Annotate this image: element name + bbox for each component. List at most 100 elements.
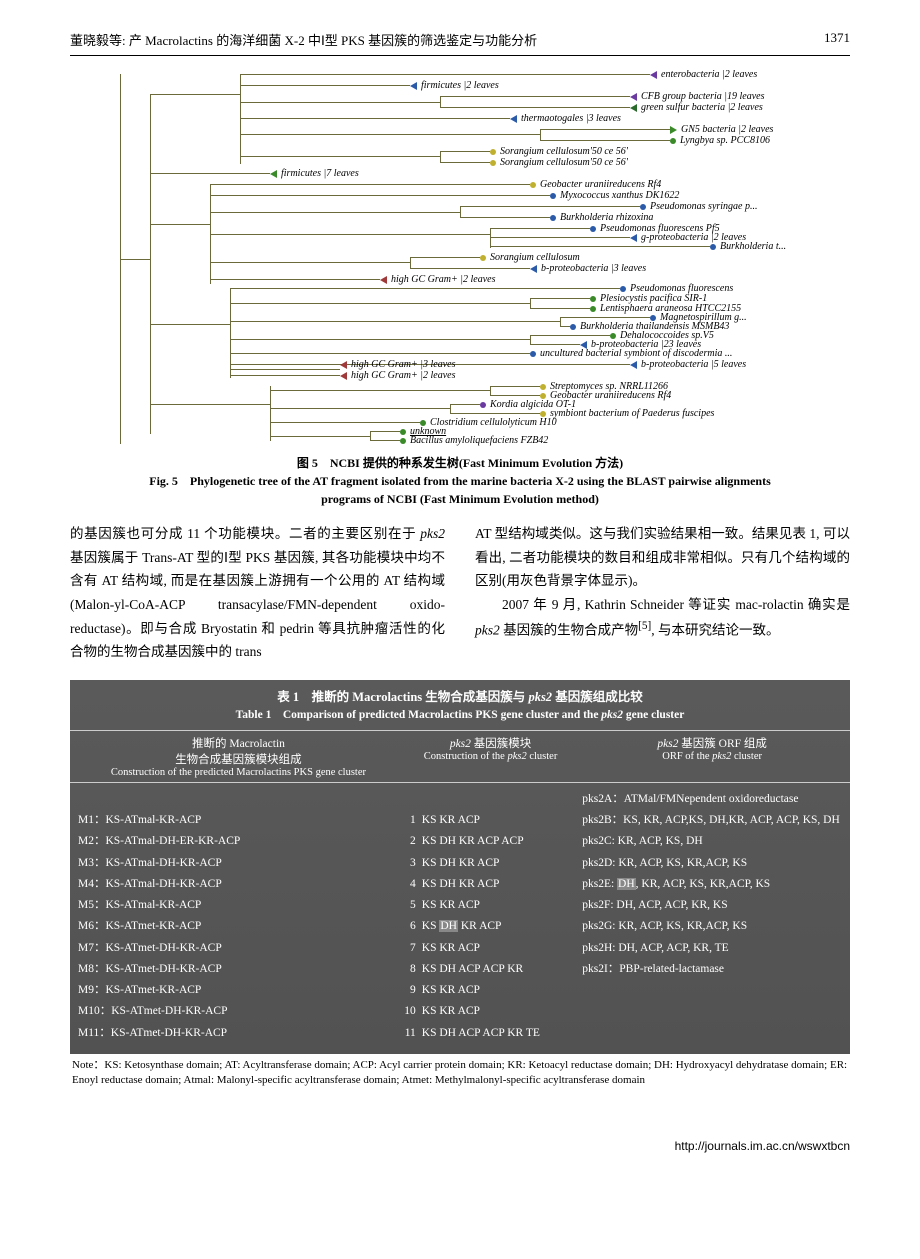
table1-body: pks2A：ATMal/FMNependent oxidoreductaseM1…	[70, 783, 850, 1054]
tree-leaf-label: Clostridium cellulolyticum H10	[430, 417, 557, 428]
tree-marker-icon	[540, 411, 546, 417]
tree-leaf-label: Sorangium cellulosum	[490, 252, 580, 263]
table-row: M8：KS-ATmet-DH-KR-ACP8KS DH ACP ACP KRpk…	[78, 959, 842, 980]
tree-marker-icon	[650, 71, 657, 79]
tree-marker-icon	[630, 361, 637, 369]
tree-leaf: firmicutes |2 leaves	[410, 80, 499, 91]
body-left-col: 的基因簇也可分成 11 个功能模块。二者的主要区别在于 pks2 基因簇属于 T…	[70, 522, 445, 664]
tree-leaf-label: b-proteobacteria |5 leaves	[641, 359, 746, 370]
tree-marker-icon	[420, 420, 426, 426]
tree-leaf: green sulfur bacteria |2 leaves	[630, 102, 763, 113]
tree-marker-icon	[490, 149, 496, 155]
th-c3-cn: pks2 基因簇 ORF 组成	[582, 735, 842, 751]
figure5-caption-en2: programs of NCBI (Fast Minimum Evolution…	[70, 490, 850, 508]
tree-leaf: b-proteobacteria |5 leaves	[630, 359, 746, 370]
tree-marker-icon	[670, 126, 677, 134]
tree-leaf-label: CFB group bacteria |19 leaves	[641, 91, 764, 102]
tree-leaf-label: firmicutes |7 leaves	[281, 168, 359, 179]
tree-marker-icon	[540, 393, 546, 399]
table1-note: Note：KS: Ketosynthase domain; AT: Acyltr…	[70, 1054, 850, 1089]
figure5-caption-cn: 图 5 NCBI 提供的种系发生树(Fast Minimum Evolution…	[70, 454, 850, 472]
tree-leaf-label: Sorangium cellulosum'50 ce 56'	[500, 146, 628, 157]
tree-leaf: Pseudomonas syringae p...	[640, 201, 758, 212]
tree-leaf-label: Sorangium cellulosum'50 ce 56'	[500, 157, 628, 168]
tree-marker-icon	[480, 402, 486, 408]
tree-leaf: firmicutes |7 leaves	[270, 168, 359, 179]
th-c2-cn: pks2 基因簇模块	[399, 735, 582, 751]
tree-marker-icon	[630, 93, 637, 101]
tree-leaf: Lyngbya sp. PCC8106	[670, 135, 770, 146]
tree-marker-icon	[400, 438, 406, 444]
tree-leaf-label: firmicutes |2 leaves	[421, 80, 499, 91]
tree-leaf: uncultured bacterial symbiont of discode…	[530, 348, 732, 359]
tree-marker-icon	[590, 226, 596, 232]
tree-marker-icon	[480, 255, 486, 261]
tree-leaf: Sorangium cellulosum'50 ce 56'	[490, 157, 628, 168]
tree-marker-icon	[410, 82, 417, 90]
tree-marker-icon	[630, 104, 637, 112]
tree-leaf-label: Pseudomonas syringae p...	[650, 201, 758, 212]
tree-marker-icon	[590, 306, 596, 312]
table-row: M4：KS-ATmal-DH-KR-ACP4KS DH KR ACPpks2E:…	[78, 874, 842, 895]
tree-leaf-label: Burkholderia t...	[720, 241, 786, 252]
tree-leaf-label: symbiont bacterium of Paederus fuscipes	[550, 408, 714, 419]
header-left: 董晓毅等: 产 Macrolactins 的海洋细菌 X-2 中Ⅰ型 PKS 基…	[70, 30, 537, 49]
table-row: M11：KS-ATmet-DH-KR-ACP11KS DH ACP ACP KR…	[78, 1023, 842, 1044]
tree-marker-icon	[340, 372, 347, 380]
tree-leaf: Sorangium cellulosum	[480, 252, 580, 263]
table-row: M3：KS-ATmal-DH-KR-ACP3KS DH KR ACPpks2D:…	[78, 853, 842, 874]
tree-marker-icon	[610, 333, 616, 339]
tree-marker-icon	[630, 234, 637, 242]
tree-marker-icon	[710, 244, 716, 250]
page-footer-url: http://journals.im.ac.cn/wswxtbcn	[0, 1109, 920, 1163]
table1-head-c3: pks2 基因簇 ORF 组成 ORF of the pks2 cluster	[582, 735, 842, 778]
tree-marker-icon	[550, 193, 556, 199]
tree-leaf: Bacillus amyloliquefaciens FZB42	[400, 435, 548, 446]
tree-leaf-label: Lyngbya sp. PCC8106	[680, 135, 770, 146]
table1-title: 表 1 推断的 Macrolactins 生物合成基因簇与 pks2 基因簇组成…	[70, 680, 850, 730]
table-row: M6：KS-ATmet-KR-ACP6KS DH KR ACPpks2G: KR…	[78, 916, 842, 937]
table1-head-c2: pks2 基因簇模块 Construction of the pks2 clus…	[399, 735, 582, 778]
header-page-number: 1371	[824, 30, 850, 49]
tree-leaf: b-proteobacteria |3 leaves	[530, 263, 646, 274]
tree-leaf-label: high GC Gram+ |2 leaves	[351, 370, 456, 381]
table-row: M2：KS-ATmal-DH-ER-KR-ACP2KS DH KR ACP AC…	[78, 831, 842, 852]
figure5-caption-en1: Fig. 5 Phylogenetic tree of the AT fragm…	[70, 472, 850, 490]
tree-leaf-label: thermaotogales |3 leaves	[521, 113, 621, 124]
body-right-p1: AT 型结构域类似。这与我们实验结果相一致。结果见表 1, 可以看出, 二者功能…	[475, 522, 850, 593]
table1-title-cn: 表 1 推断的 Macrolactins 生物合成基因簇与 pks2 基因簇组成…	[76, 688, 844, 707]
th-c3-en: ORF of the pks2 cluster	[582, 751, 842, 762]
table-row: M10：KS-ATmet-DH-KR-ACP10KS KR ACP	[78, 1001, 842, 1022]
tree-leaf-label: high GC Gram+ |2 leaves	[391, 274, 496, 285]
tree-marker-icon	[270, 170, 277, 178]
table1-title-en: Table 1 Comparison of predicted Macrolac…	[76, 707, 844, 724]
tree-leaf-label: Myxococcus xanthus DK1622	[560, 190, 679, 201]
table1-head: 推断的 Macrolactin 生物合成基因簇模块组成 Construction…	[70, 730, 850, 783]
tree-leaf: symbiont bacterium of Paederus fuscipes	[540, 408, 714, 419]
tree-leaf-label: enterobacteria |2 leaves	[661, 69, 757, 80]
tree-leaf-label: high GC Gram+ |3 leaves	[351, 359, 456, 370]
table-row: M7：KS-ATmet-DH-KR-ACP7KS KR ACPpks2H: DH…	[78, 938, 842, 959]
tree-leaf: Burkholderia t...	[710, 241, 786, 252]
tree-marker-icon	[570, 324, 576, 330]
tree-leaf-label: Bacillus amyloliquefaciens FZB42	[410, 435, 548, 446]
th-c1-en: Construction of the predicted Macrolacti…	[78, 767, 399, 778]
tree-marker-icon	[640, 204, 646, 210]
tree-leaf-label: uncultured bacterial symbiont of discode…	[540, 348, 732, 359]
tree-marker-icon	[650, 315, 656, 321]
tree-leaf: enterobacteria |2 leaves	[650, 69, 757, 80]
tree-marker-icon	[530, 182, 536, 188]
tree-leaf: thermaotogales |3 leaves	[510, 113, 621, 124]
tree-marker-icon	[540, 384, 546, 390]
tree-marker-icon	[380, 276, 387, 284]
tree-marker-icon	[620, 286, 626, 292]
table-row: M9：KS-ATmet-KR-ACP9KS KR ACP	[78, 980, 842, 1001]
th-c2-en: Construction of the pks2 cluster	[399, 751, 582, 762]
tree-marker-icon	[510, 115, 517, 123]
tree-marker-icon	[550, 215, 556, 221]
table-row: M5：KS-ATmal-KR-ACP5KS KR ACPpks2F: DH, A…	[78, 895, 842, 916]
tree-leaf: Sorangium cellulosum'50 ce 56'	[490, 146, 628, 157]
tree-leaf: Myxococcus xanthus DK1622	[550, 190, 679, 201]
figure5-caption: 图 5 NCBI 提供的种系发生树(Fast Minimum Evolution…	[70, 454, 850, 508]
th-c1-cn: 推断的 Macrolactin 生物合成基因簇模块组成	[78, 735, 399, 767]
